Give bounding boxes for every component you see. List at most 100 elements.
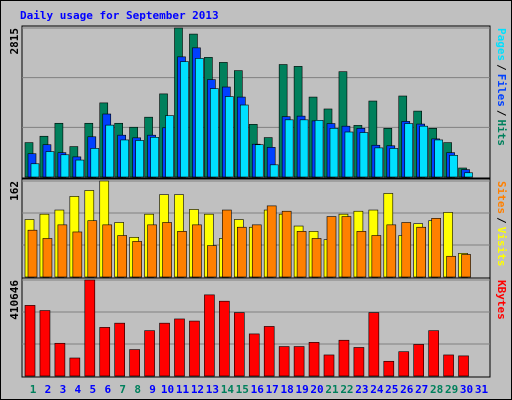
bar — [210, 88, 219, 178]
bar — [344, 131, 354, 178]
bar — [27, 229, 38, 278]
x-tick-label: 11 — [176, 383, 190, 396]
bar — [371, 235, 382, 278]
x-tick-label: 21 — [325, 383, 339, 396]
bar — [129, 349, 140, 377]
bar — [180, 61, 189, 178]
bar — [204, 294, 215, 377]
bar — [54, 342, 66, 377]
bar — [398, 351, 410, 377]
x-tick-label: 2 — [45, 383, 52, 396]
bar — [446, 255, 456, 278]
bar — [278, 346, 290, 377]
x-tick-label: 27 — [415, 383, 428, 396]
bar — [248, 333, 260, 377]
x-tick-label: 15 — [236, 383, 249, 396]
bar — [237, 226, 247, 278]
bar — [174, 318, 185, 377]
legend: Sites / Visits — [495, 181, 508, 267]
bar — [296, 231, 307, 278]
bar — [240, 104, 249, 178]
bar — [299, 119, 309, 178]
legend-entry: Pages — [495, 28, 508, 61]
bar — [84, 279, 96, 377]
bar — [443, 354, 454, 377]
bar — [102, 224, 113, 278]
bar — [39, 310, 51, 377]
x-tick-label: 1 — [30, 383, 37, 396]
x-tick-label: 25 — [385, 383, 398, 396]
bar — [314, 120, 324, 178]
bar — [57, 224, 68, 278]
bar — [147, 224, 157, 278]
bar — [159, 322, 170, 377]
bar — [72, 231, 83, 278]
legend-entry: Files — [495, 74, 508, 107]
x-tick-label: 17 — [266, 383, 279, 396]
bar — [60, 154, 70, 178]
bar — [413, 344, 425, 377]
bar — [311, 238, 322, 278]
x-tick-label: 22 — [340, 383, 353, 396]
bar — [75, 159, 85, 178]
legend: Pages / Files / Hits — [495, 28, 508, 146]
bar — [383, 360, 395, 377]
chart-title: Daily usage for September 2013 — [20, 9, 219, 22]
bar — [431, 218, 441, 278]
x-tick-label: 24 — [370, 383, 384, 396]
x-tick-label: 20 — [310, 383, 323, 396]
bar — [117, 235, 127, 278]
x-tick-label: 23 — [355, 383, 368, 396]
y-tick-label: 2815 — [8, 28, 21, 55]
bar — [401, 222, 412, 278]
bar — [99, 327, 111, 377]
y-tick-label: 410646 — [8, 280, 21, 320]
bar — [87, 220, 98, 278]
bar — [338, 339, 350, 377]
bar — [353, 347, 365, 377]
bar — [69, 357, 81, 377]
bar — [192, 224, 202, 278]
x-tick-label: 29 — [445, 383, 458, 396]
bar — [428, 330, 439, 377]
bar — [24, 305, 36, 377]
x-tick-label: 30 — [460, 383, 473, 396]
bar — [219, 300, 230, 377]
x-tick-label: 26 — [400, 383, 414, 396]
bar — [266, 205, 277, 278]
bar — [368, 312, 380, 377]
bar — [144, 330, 155, 377]
bar — [165, 115, 174, 178]
bar — [269, 164, 279, 178]
legend-entry: KBytes — [495, 280, 508, 320]
x-tick-label: 13 — [206, 383, 219, 396]
legend-entry: Sites — [495, 181, 508, 214]
bar — [374, 147, 384, 178]
x-tick-label: 5 — [89, 383, 96, 396]
bar — [263, 326, 275, 377]
bar — [308, 342, 320, 377]
bar — [105, 124, 115, 178]
bar — [45, 151, 55, 178]
x-tick-label: 28 — [430, 383, 443, 396]
legend: KBytes — [495, 280, 508, 320]
x-tick-label: 10 — [161, 383, 174, 396]
bar — [150, 137, 159, 178]
bar — [135, 140, 144, 178]
x-tick-label: 18 — [281, 383, 294, 396]
bar — [329, 128, 339, 178]
bar — [284, 119, 294, 178]
x-tick-label: 7 — [119, 383, 126, 396]
bar — [458, 355, 469, 377]
bar — [434, 139, 443, 178]
bar — [177, 231, 187, 278]
bar — [251, 224, 262, 278]
bar — [207, 245, 217, 278]
bar — [386, 224, 397, 278]
bar — [359, 132, 369, 178]
legend-entry: Hits — [495, 120, 508, 147]
bar — [114, 322, 125, 377]
x-tick-label: 4 — [75, 383, 82, 396]
x-tick-label: 12 — [191, 383, 204, 396]
